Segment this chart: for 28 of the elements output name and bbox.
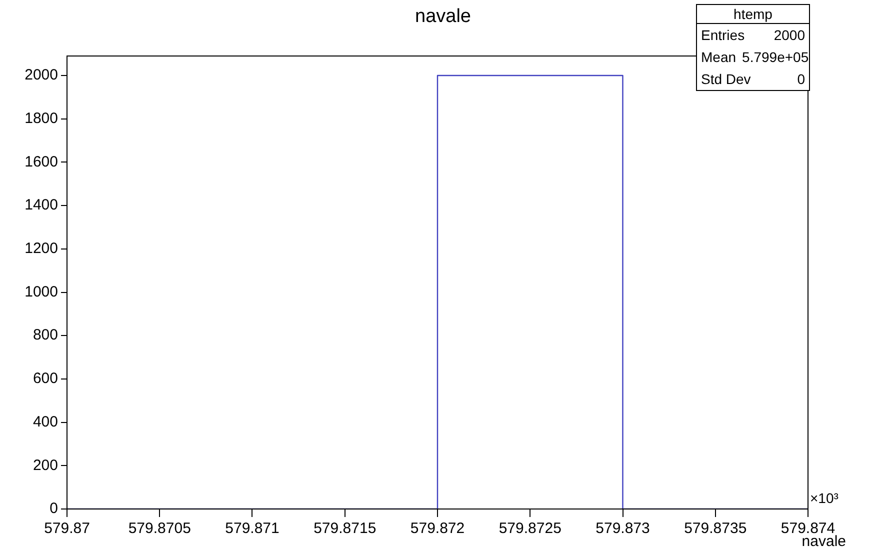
x-tick-label: 579.8715 <box>314 520 376 538</box>
y-tick-label: 1400 <box>24 196 58 214</box>
x-tick-label: 579.8705 <box>128 520 191 538</box>
x-tick-label: 579.87 <box>44 520 90 538</box>
text: Entries <box>701 26 745 45</box>
x-tick-label: 579.872 <box>410 520 465 538</box>
annotation: Mean <box>701 48 736 67</box>
y-tick-label: 0 <box>50 500 58 518</box>
x-tick-label: 579.871 <box>225 520 280 538</box>
text: htemp <box>697 5 809 24</box>
annotation: 0 <box>796 70 805 89</box>
y-tick-label: 1200 <box>24 240 58 258</box>
annotation: 5.799e+05 <box>741 48 809 67</box>
x-tick-label: 579.873 <box>596 520 650 538</box>
x-tick-label: 579.8735 <box>684 520 747 538</box>
y-tick-label: 200 <box>32 456 58 474</box>
y-tick-label: 1600 <box>24 153 58 170</box>
chart-title: navale <box>415 6 471 27</box>
text: ×10³ <box>810 490 838 506</box>
y-tick-label: 1800 <box>24 110 58 127</box>
y-tick-label: 800 <box>32 326 58 344</box>
x-tick-label: 579.8725 <box>498 520 562 538</box>
text: 2000 <box>772 26 805 45</box>
y-tick-label: 600 <box>32 370 58 388</box>
y-tick-label: 2000 <box>24 66 58 84</box>
y-tick-label: 1000 <box>24 283 58 300</box>
y-tick-label: 400 <box>32 413 58 430</box>
annotation: Std Dev <box>701 70 751 89</box>
